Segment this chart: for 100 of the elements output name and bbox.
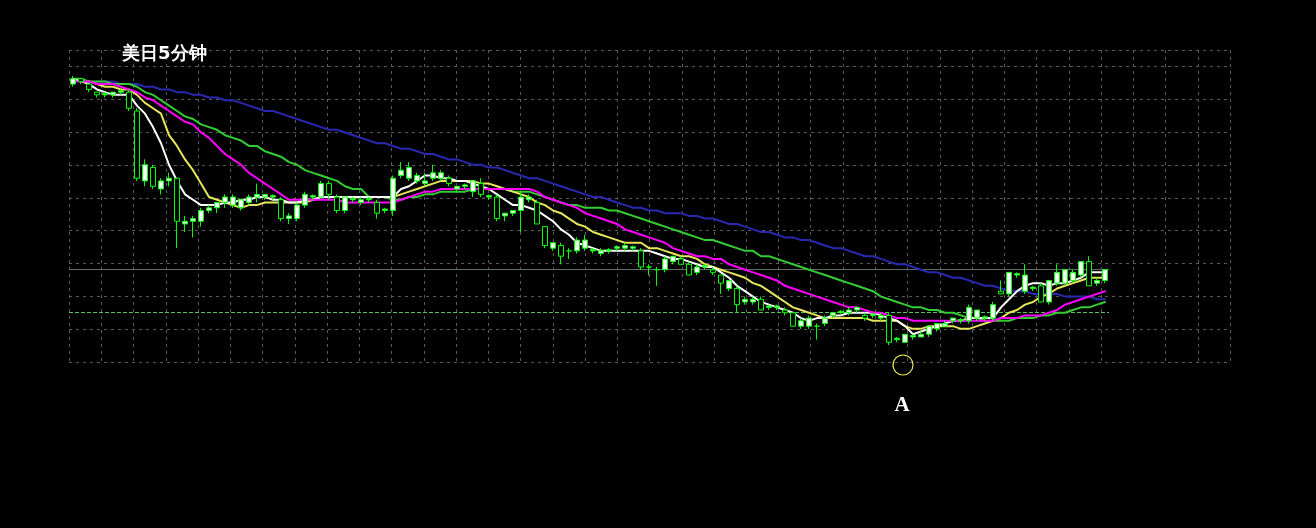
candlestick	[1006, 271, 1012, 298]
candlestick	[1022, 263, 1028, 295]
candlestick	[774, 304, 780, 311]
candlestick	[934, 322, 940, 333]
candlestick	[150, 164, 156, 190]
candlestick	[790, 312, 796, 327]
text: A	[893, 392, 911, 417]
candlestick	[326, 180, 332, 201]
candlestick	[830, 312, 836, 319]
candlestick	[166, 172, 172, 187]
candlestick	[318, 180, 324, 198]
candlestick	[758, 296, 764, 311]
candlestick	[438, 169, 444, 182]
candlestick	[382, 207, 388, 214]
candlestick	[206, 204, 212, 214]
candlestick	[606, 247, 612, 255]
candlestick	[958, 317, 964, 324]
candlestick	[550, 242, 556, 252]
candlestick	[406, 161, 412, 182]
candlestick	[230, 193, 236, 209]
candlestick	[262, 193, 268, 201]
candlestick	[670, 255, 676, 265]
candlestick	[398, 161, 404, 179]
candlestick	[1030, 285, 1036, 292]
candlestick	[414, 172, 420, 185]
candlestick	[94, 91, 100, 99]
candlestick	[686, 261, 692, 276]
candlestick	[846, 306, 852, 316]
candlestick	[566, 247, 572, 260]
candlestick	[590, 247, 596, 255]
candlestick	[878, 312, 884, 322]
candlestick	[1086, 255, 1092, 287]
candlestick	[286, 212, 292, 225]
candlestick	[246, 193, 252, 206]
candlestick	[478, 177, 484, 198]
candlestick	[86, 83, 92, 93]
candlestick	[366, 196, 372, 203]
candlestick	[902, 333, 908, 343]
candlestick	[390, 175, 396, 217]
candlestick	[430, 164, 436, 182]
candlestick	[742, 296, 748, 306]
candlestick	[574, 236, 580, 255]
candlestick	[630, 244, 636, 252]
candlestick	[822, 314, 828, 327]
candlestick	[582, 234, 588, 252]
candlestick	[486, 193, 492, 201]
candlestick	[950, 317, 956, 324]
candlestick	[1014, 271, 1020, 279]
candlestick	[222, 193, 228, 209]
candlestick	[782, 306, 788, 316]
candlestick	[118, 88, 124, 96]
candlestick	[462, 183, 468, 190]
candlestick	[1054, 263, 1060, 287]
candlestick	[598, 247, 604, 257]
candlestick	[1062, 269, 1068, 287]
candlestick	[494, 193, 500, 222]
candlestick	[190, 215, 196, 238]
candlestick	[646, 263, 652, 276]
candlestick	[614, 244, 620, 252]
candlestick	[350, 196, 356, 203]
candlestick	[238, 199, 244, 211]
candlestick	[894, 336, 900, 343]
candlestick	[446, 175, 452, 187]
candlestick	[294, 201, 300, 222]
candlestick	[526, 193, 532, 203]
candlestick	[726, 279, 732, 292]
candlestick	[358, 196, 364, 206]
candlestick	[838, 309, 844, 316]
candlestick	[534, 199, 540, 225]
candlestick	[798, 317, 804, 330]
candlestick	[990, 301, 996, 322]
candlestick	[174, 177, 180, 249]
candlestick	[750, 296, 756, 306]
candlestick	[454, 185, 460, 193]
candlestick	[334, 193, 340, 214]
candlestick	[870, 312, 876, 319]
candlestick	[510, 210, 516, 217]
candlestick	[502, 212, 508, 222]
candlestick	[78, 78, 84, 85]
candlestick	[886, 312, 892, 346]
candlestick	[814, 322, 820, 341]
candlestick	[518, 191, 524, 233]
candlestick	[622, 242, 628, 252]
candlestick	[542, 226, 548, 249]
candlestick	[278, 196, 284, 222]
candlestick	[182, 215, 188, 233]
candlestick	[1070, 269, 1076, 284]
candlestick	[1078, 261, 1084, 279]
candlestick	[766, 304, 772, 311]
candlestick	[374, 199, 380, 220]
candlestick	[854, 306, 860, 314]
candlestick	[158, 177, 164, 195]
candlestick	[270, 193, 276, 201]
candlestick	[134, 107, 140, 182]
candlestick	[678, 255, 684, 265]
candlestick	[1038, 282, 1044, 303]
candlestick	[214, 201, 220, 214]
candlestick	[982, 314, 988, 322]
candlestick	[102, 91, 108, 99]
candlestick	[342, 196, 348, 214]
